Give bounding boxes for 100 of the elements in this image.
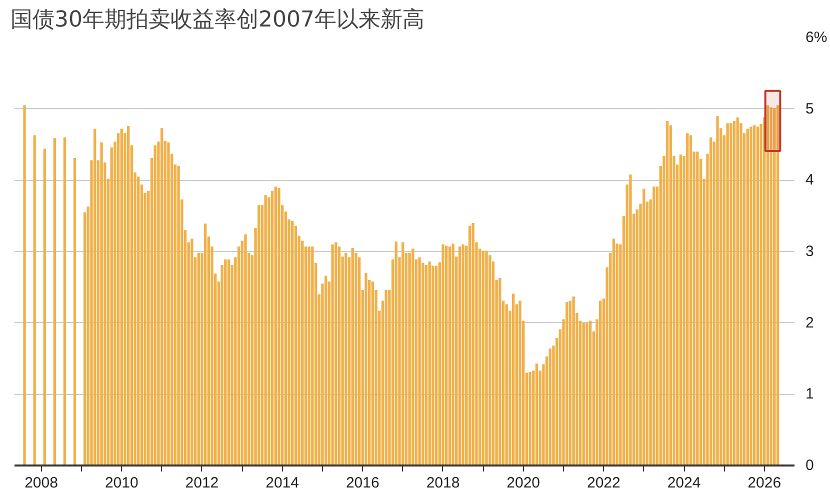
bar <box>120 128 123 466</box>
bar <box>401 242 404 466</box>
bar <box>412 248 414 466</box>
bar <box>308 246 310 466</box>
bar <box>582 322 585 466</box>
bar <box>428 261 431 466</box>
y-tick-label: 5 <box>806 100 814 118</box>
x-tick-label: 2024 <box>667 474 701 492</box>
bar <box>652 186 656 466</box>
bar <box>33 135 36 466</box>
bar <box>696 152 699 466</box>
bar <box>548 348 552 466</box>
bar <box>732 120 736 466</box>
bar <box>528 372 532 466</box>
bar <box>445 246 448 466</box>
bar <box>726 123 729 466</box>
bar <box>264 195 267 466</box>
bar <box>709 137 712 466</box>
bar <box>324 276 328 466</box>
bar <box>177 166 180 466</box>
x-tick-label: 2016 <box>346 474 380 492</box>
bar <box>432 266 434 466</box>
bar <box>770 107 772 466</box>
bar <box>291 220 294 466</box>
y-tick-label: 0 <box>806 457 814 474</box>
bar <box>331 244 334 466</box>
bar <box>752 125 756 466</box>
bar <box>160 128 164 466</box>
bar <box>371 281 374 466</box>
bar <box>756 126 760 466</box>
bar <box>258 205 260 466</box>
x-tick-label: 2018 <box>426 474 460 492</box>
bar <box>434 266 438 466</box>
bar <box>642 188 646 466</box>
bar <box>498 278 502 466</box>
bar <box>485 250 488 466</box>
x-tick-label: 2008 <box>24 474 58 492</box>
bar <box>311 246 314 466</box>
bar <box>408 252 411 466</box>
x-tick-label: 2026 <box>748 474 782 492</box>
bar <box>224 259 227 466</box>
bar <box>566 302 568 466</box>
bar <box>512 294 515 466</box>
y-tick-label: 2 <box>806 314 814 332</box>
bar <box>94 128 96 466</box>
bar <box>227 259 230 466</box>
bar <box>568 300 572 466</box>
bar <box>629 174 632 466</box>
bar <box>167 142 170 466</box>
bar <box>424 265 428 466</box>
bar <box>73 158 76 466</box>
x-tick-label: 2022 <box>587 474 620 492</box>
bar <box>462 244 464 466</box>
bar <box>773 108 776 466</box>
bar <box>116 133 120 466</box>
bar <box>351 248 354 466</box>
bar <box>766 105 770 466</box>
bar <box>278 188 280 466</box>
y-tick-label: 3 <box>806 243 814 260</box>
bar <box>472 222 474 466</box>
bar <box>689 135 692 466</box>
x-tick-label: 2010 <box>104 474 138 492</box>
bar <box>418 257 421 466</box>
bar <box>776 105 780 466</box>
bar <box>197 252 200 466</box>
bar <box>100 142 103 466</box>
bar <box>588 320 592 466</box>
bar <box>586 322 588 466</box>
bar <box>442 244 444 466</box>
bar <box>344 252 348 466</box>
bar <box>53 138 56 466</box>
bar <box>394 242 398 466</box>
bar <box>334 242 338 466</box>
bar <box>686 133 689 466</box>
bar <box>468 226 472 466</box>
y-tick-label: 6% <box>806 29 828 46</box>
bar <box>43 148 46 466</box>
bar <box>364 272 368 466</box>
bar <box>716 116 719 466</box>
x-tick-label: 2012 <box>185 474 219 492</box>
x-tick-label: 2020 <box>506 474 540 492</box>
bar <box>204 224 207 466</box>
bar <box>358 257 361 466</box>
bar <box>572 296 575 466</box>
bar <box>448 246 452 466</box>
bar <box>505 304 508 466</box>
x-tick-label: 2014 <box>266 474 299 492</box>
bar <box>137 176 140 466</box>
bar <box>488 255 492 466</box>
bar <box>535 363 538 466</box>
y-tick-label: 1 <box>806 386 814 403</box>
bar <box>244 234 247 466</box>
bar <box>599 300 602 466</box>
bar <box>679 154 682 466</box>
bar <box>482 250 485 466</box>
bar <box>730 123 732 466</box>
bar <box>190 238 194 466</box>
bar <box>126 126 130 466</box>
bar <box>666 120 669 466</box>
bar <box>612 238 616 466</box>
